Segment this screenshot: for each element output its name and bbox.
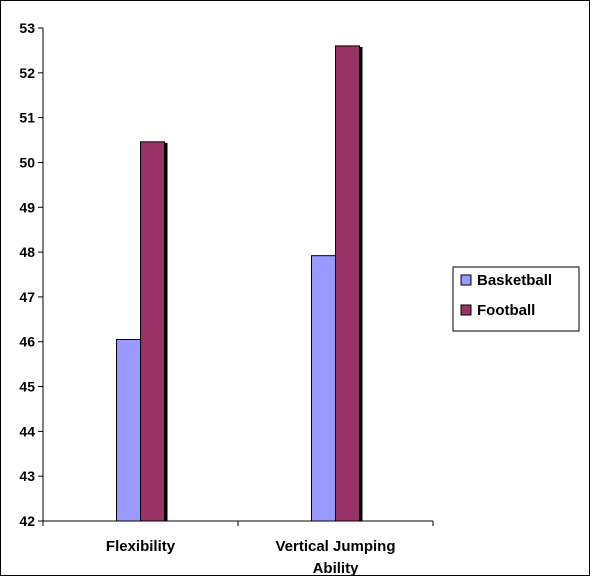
y-tick-label: 47: [19, 289, 35, 305]
bar-football-0: [141, 142, 165, 521]
y-tick-label: 52: [19, 65, 35, 81]
y-tick-label: 48: [19, 244, 35, 260]
y-tick-label: 50: [19, 154, 35, 170]
y-tick-label: 45: [19, 379, 35, 395]
y-axis: 42 43 44 45 46 47 48 49 50 51 52 53: [19, 20, 43, 529]
y-tick-label: 42: [19, 513, 35, 529]
y-tick-label: 43: [19, 468, 35, 484]
y-tick-label: 53: [19, 20, 35, 36]
legend: Basketball Football: [453, 267, 579, 331]
legend-label-football: Football: [477, 302, 535, 319]
y-tick-label: 49: [19, 199, 35, 215]
y-tick-label: 44: [19, 423, 35, 439]
x-tick-label: Flexibility: [106, 538, 176, 555]
bar-football-1: [336, 46, 360, 521]
x-tick-label: Ability: [313, 560, 359, 577]
bar-basketball-1: [312, 256, 336, 521]
y-tick-label: 51: [19, 110, 35, 126]
bar-basketball-0: [117, 339, 141, 521]
x-axis: Flexibility Vertical Jumping Ability: [43, 521, 433, 577]
legend-swatch-basketball: [461, 275, 471, 285]
bars: [117, 46, 363, 521]
legend-swatch-football: [461, 305, 471, 315]
y-tick-label: 46: [19, 334, 35, 350]
legend-label-basketball: Basketball: [477, 272, 552, 289]
x-tick-label: Vertical Jumping: [275, 538, 395, 555]
